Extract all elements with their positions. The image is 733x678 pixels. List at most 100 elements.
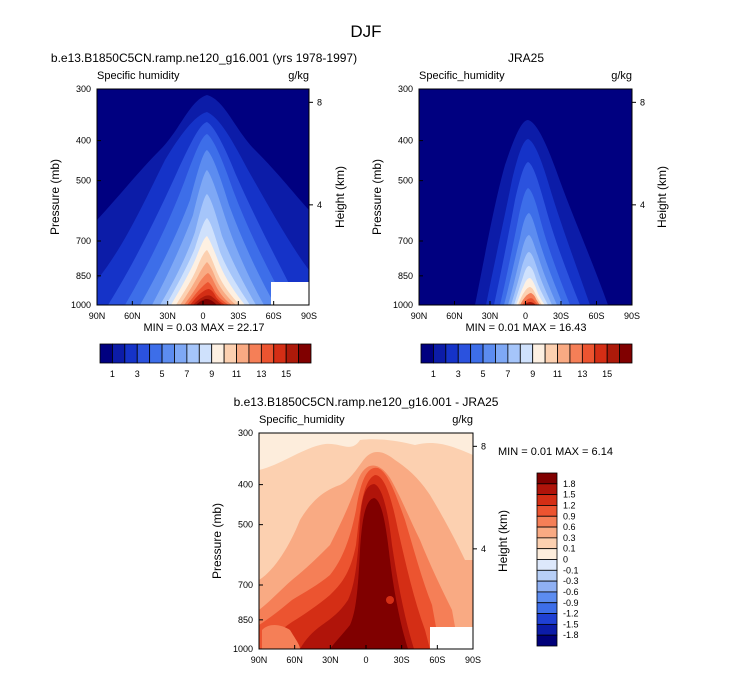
colorbar-label: 15 bbox=[281, 369, 291, 379]
colorbar-label: 5 bbox=[481, 369, 486, 379]
panel-diff-stats: MIN = 0.01 MAX = 6.14 bbox=[498, 446, 613, 458]
colorbar-swatch bbox=[433, 343, 447, 364]
colorbar-label: 1 bbox=[431, 369, 436, 379]
latitude-tick-label: 90S bbox=[624, 311, 640, 321]
colorbar-label: 0.1 bbox=[563, 544, 576, 554]
panel-obs-ylabel: Pressure (mb) bbox=[370, 159, 384, 235]
latitude-tick-label: 60S bbox=[588, 311, 604, 321]
latitude-tick-label: 90S bbox=[301, 311, 317, 321]
colorbar-swatch bbox=[557, 343, 571, 364]
panel-model-contour-field bbox=[97, 89, 309, 305]
colorbar-swatch bbox=[457, 343, 472, 364]
pressure-tick-label: 400 bbox=[238, 480, 253, 490]
height-tick-label: 4 bbox=[481, 544, 486, 554]
colorbar-swatch bbox=[536, 580, 558, 593]
colorbar-obs: 1 3 5 7 9 11 13 15 bbox=[420, 343, 633, 379]
colorbar-label: 7 bbox=[184, 369, 189, 379]
colorbar-swatch bbox=[285, 343, 299, 364]
colorbar-swatch bbox=[569, 343, 583, 364]
latitude-tick-label: 0 bbox=[363, 655, 368, 665]
latitude-tick-label: 30S bbox=[553, 311, 569, 321]
colorbar-swatch bbox=[174, 343, 188, 364]
latitude-tick-label: 90N bbox=[411, 311, 428, 321]
colorbar-label: 1.5 bbox=[563, 490, 576, 500]
pressure-tick-label: 850 bbox=[398, 271, 413, 281]
panel-obs-units: g/kg bbox=[611, 70, 632, 82]
colorbar-swatch bbox=[99, 343, 113, 364]
panel-diff-axis-ticks: 300 400 500 700 850 1000 8 4 90N 60N 30N 0 30S 60S 90S bbox=[233, 428, 486, 665]
colorbar-label: 11 bbox=[232, 369, 241, 379]
panel-diff-contour-field bbox=[259, 433, 473, 649]
pressure-tick-label: 850 bbox=[76, 271, 91, 281]
colorbar-swatch bbox=[470, 343, 484, 364]
colorbar-swatch bbox=[519, 343, 534, 364]
colorbar-label: 13 bbox=[256, 369, 266, 379]
colorbar-swatch bbox=[594, 343, 608, 364]
panel-diff: b.e13.B1850C5CN.ramp.ne120_g16.001 - JRA… bbox=[210, 395, 613, 650]
colorbar-label: 0.6 bbox=[563, 522, 576, 532]
colorbar-label: 13 bbox=[577, 369, 587, 379]
colorbar-swatch bbox=[536, 623, 558, 636]
colorbar-swatch bbox=[507, 343, 521, 364]
panel-model-y2label: Height (km) bbox=[333, 166, 347, 228]
colorbar-swatch bbox=[581, 343, 596, 364]
colorbar-swatch bbox=[260, 343, 275, 364]
panel-obs-stats: MIN = 0.01 MAX = 16.43 bbox=[465, 322, 586, 334]
latitude-tick-label: 60N bbox=[286, 655, 303, 665]
colorbar-label: 15 bbox=[602, 369, 612, 379]
pressure-tick-label: 700 bbox=[398, 236, 413, 246]
latitude-tick-label: 30N bbox=[159, 311, 176, 321]
panel-obs-field: Specific_humidity bbox=[419, 70, 505, 82]
colorbar-label: 0 bbox=[563, 555, 568, 565]
pressure-tick-label: 300 bbox=[238, 428, 253, 438]
colorbar-swatch bbox=[536, 548, 558, 560]
colorbar-label: 9 bbox=[209, 369, 214, 379]
panel-obs-contour-field bbox=[419, 89, 632, 305]
panel-diff-units: g/kg bbox=[452, 414, 473, 426]
pressure-tick-label: 700 bbox=[238, 580, 253, 590]
colorbar-swatch bbox=[223, 343, 237, 364]
colorbar-label: 1.2 bbox=[563, 500, 576, 510]
colorbar-swatch bbox=[536, 537, 558, 550]
colorbar-swatch bbox=[186, 343, 200, 364]
latitude-tick-label: 0 bbox=[523, 311, 528, 321]
height-tick-label: 8 bbox=[481, 441, 486, 451]
colorbar-swatch bbox=[606, 343, 620, 364]
pressure-tick-label: 1000 bbox=[71, 300, 91, 310]
latitude-tick-label: 90N bbox=[251, 655, 268, 665]
colorbar-label: 11 bbox=[553, 369, 562, 379]
colorbar-swatch bbox=[536, 494, 558, 506]
colorbar-swatch bbox=[248, 343, 262, 364]
height-tick-label: 8 bbox=[640, 97, 645, 107]
panel-obs-axis-ticks: 300 400 500 700 850 1000 8 4 90N 60N 30N 0 30S 60S 90S bbox=[393, 84, 645, 321]
colorbar-swatch bbox=[445, 343, 459, 364]
colorbar-label: 0.3 bbox=[563, 533, 576, 543]
colorbar-swatch bbox=[536, 526, 558, 539]
latitude-tick-label: 30N bbox=[322, 655, 339, 665]
colorbar-diff: 1.81.51.20.90.60.30.10-0.1-0.3-0.6-0.9-1… bbox=[536, 472, 579, 647]
colorbar-swatch bbox=[536, 602, 558, 614]
colorbar-label: 1 bbox=[110, 369, 115, 379]
colorbar-swatch bbox=[236, 343, 250, 364]
colorbar-model: 1 3 5 7 9 11 13 15 bbox=[99, 343, 312, 379]
panel-model: b.e13.B1850C5CN.ramp.ne120_g16.001 (yrs … bbox=[48, 51, 357, 334]
colorbar-swatch bbox=[536, 515, 558, 528]
latitude-tick-label: 30N bbox=[482, 311, 499, 321]
colorbar-swatch bbox=[198, 343, 213, 364]
pressure-tick-label: 500 bbox=[76, 176, 91, 186]
panel-diff-title: b.e13.B1850C5CN.ramp.ne120_g16.001 - JRA… bbox=[234, 395, 499, 409]
latitude-tick-label: 30S bbox=[394, 655, 410, 665]
colorbar-label: 5 bbox=[160, 369, 165, 379]
colorbar-swatch bbox=[619, 343, 633, 364]
pressure-tick-label: 1000 bbox=[393, 300, 413, 310]
colorbar-swatch bbox=[536, 559, 558, 571]
colorbar-label: 3 bbox=[135, 369, 140, 379]
colorbar-label: 0.9 bbox=[563, 511, 576, 521]
panel-obs: JRA25 Specific_humidity g/kg Pressure (m… bbox=[370, 51, 669, 334]
colorbar-swatch bbox=[544, 343, 558, 364]
colorbar-label: -0.1 bbox=[563, 565, 579, 575]
latitude-tick-label: 60S bbox=[429, 655, 445, 665]
colorbar-label: -1.5 bbox=[563, 619, 579, 629]
pressure-tick-label: 1000 bbox=[233, 644, 253, 654]
panel-model-title: b.e13.B1850C5CN.ramp.ne120_g16.001 (yrs … bbox=[51, 51, 357, 65]
